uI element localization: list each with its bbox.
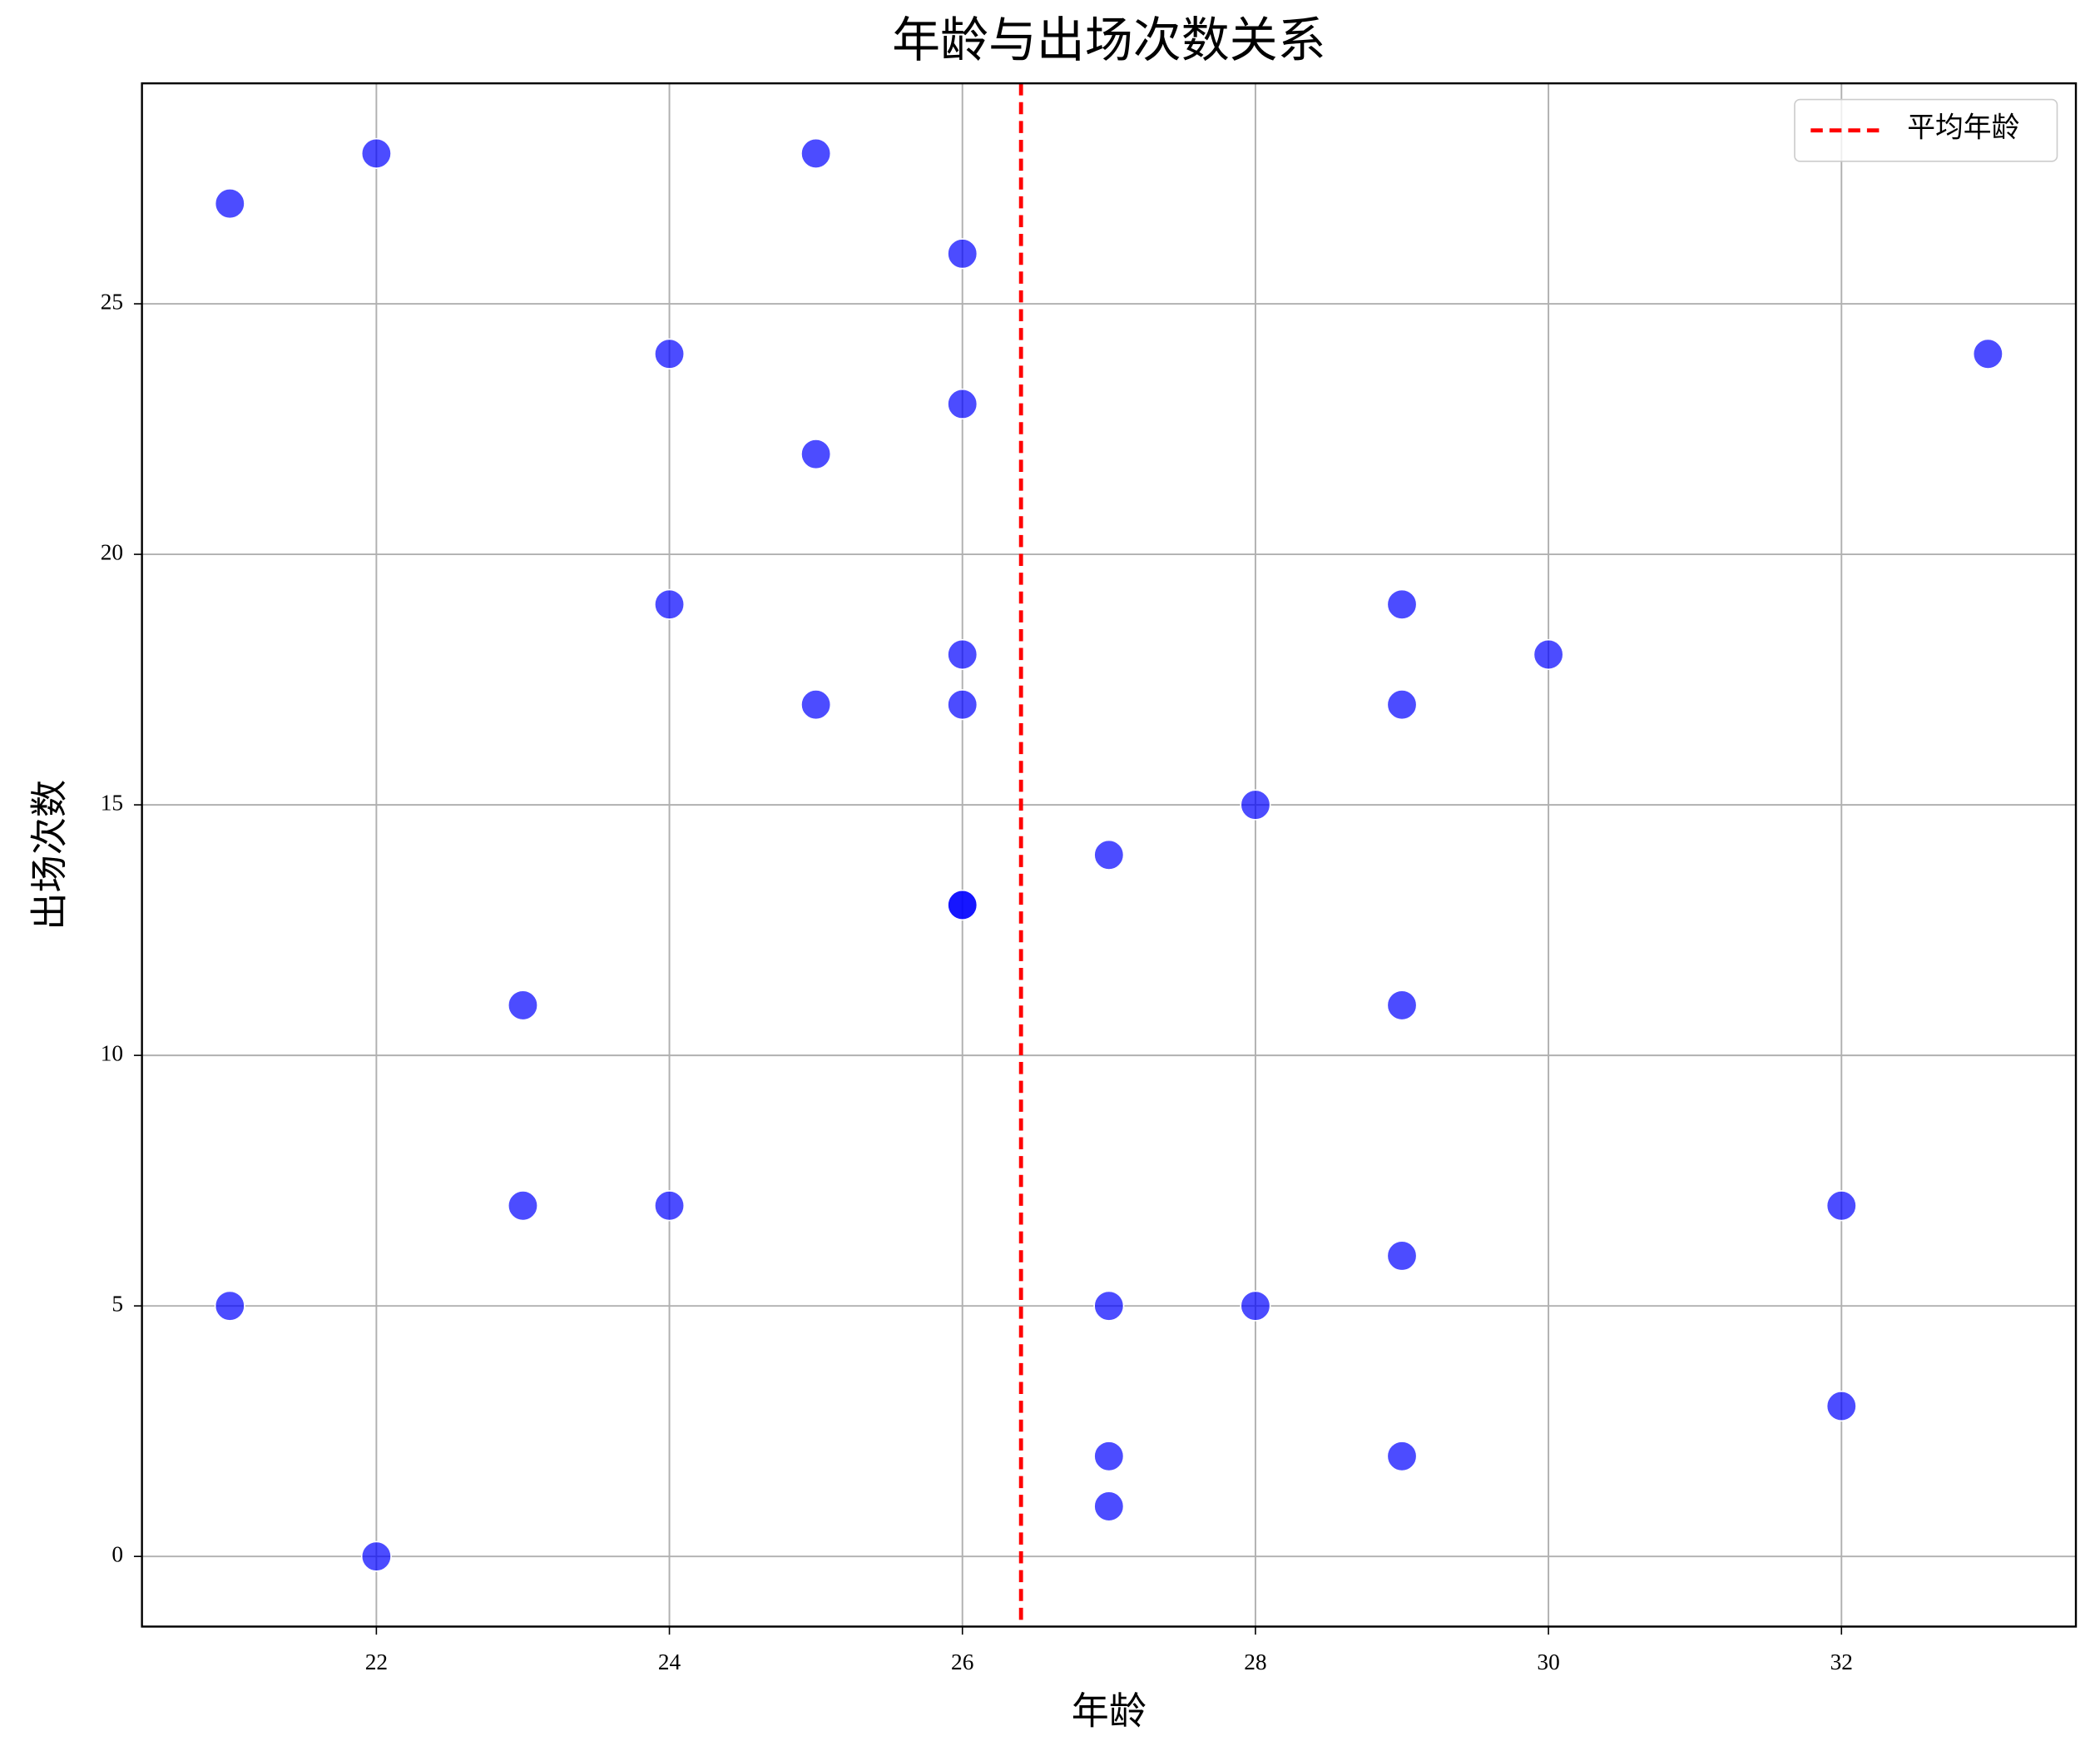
scatter-point (654, 1190, 686, 1222)
scatter-point (947, 689, 978, 721)
x-tick-label: 24 (658, 1649, 681, 1674)
scatter-point (507, 990, 538, 1021)
scatter-point (1825, 1190, 1857, 1222)
y-tick-label: 10 (101, 1040, 123, 1065)
y-tick-label: 15 (101, 790, 123, 815)
y-tick-label: 20 (101, 539, 123, 564)
x-tick-label: 22 (365, 1649, 388, 1674)
scatter-point (947, 388, 978, 420)
scatter-point (214, 188, 245, 220)
scatter-point (1386, 689, 1418, 721)
x-tick-label: 26 (951, 1649, 973, 1674)
scatter-point (1386, 588, 1418, 620)
scatter-point (1533, 638, 1564, 671)
scatter-point (800, 439, 832, 470)
x-tick-label: 28 (1244, 1649, 1266, 1674)
scatter-point (654, 588, 686, 620)
legend-box (1794, 98, 2058, 162)
scatter-point (1825, 1390, 1857, 1422)
scatter-point (947, 889, 978, 921)
scatter-point (360, 137, 392, 170)
scatter-point (947, 238, 978, 270)
scatter-point (1386, 1240, 1418, 1272)
scatter-point (654, 338, 686, 370)
scatter-point (1093, 1290, 1125, 1322)
y-tick-label: 25 (101, 289, 123, 314)
y-axis-label: 出场次数 (29, 780, 71, 930)
scatter-point (1972, 338, 2003, 370)
x-axis-label: 年龄 (1072, 1690, 1147, 1732)
x-tick-label: 30 (1537, 1649, 1559, 1674)
y-tick-label: 5 (111, 1291, 123, 1316)
scatter-point (507, 1190, 538, 1222)
scatter-point (360, 1540, 392, 1572)
scatter-point (1093, 1441, 1125, 1472)
y-tick-label: 0 (111, 1541, 123, 1566)
chart-title: 年龄与出场次数关系 (892, 13, 1325, 67)
x-tick-label: 32 (1830, 1649, 1853, 1674)
scatter-point (800, 137, 832, 170)
scatter-point (1240, 789, 1271, 821)
scatter-point (1386, 1441, 1418, 1472)
scatter-point (1093, 839, 1125, 871)
scatter-point (947, 638, 978, 671)
scatter-point (1240, 1290, 1271, 1322)
scatter-point (214, 1290, 245, 1322)
scatter-point (1386, 990, 1418, 1021)
plot-frame (141, 82, 2078, 1628)
scatter-point (800, 689, 832, 721)
legend-label: 平均年龄 (1907, 112, 2019, 143)
scatter-point (1093, 1491, 1125, 1522)
